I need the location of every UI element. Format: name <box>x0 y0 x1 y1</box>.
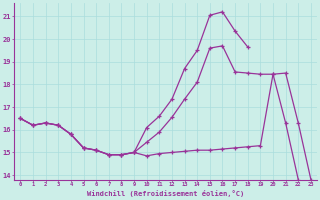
X-axis label: Windchill (Refroidissement éolien,°C): Windchill (Refroidissement éolien,°C) <box>87 190 244 197</box>
